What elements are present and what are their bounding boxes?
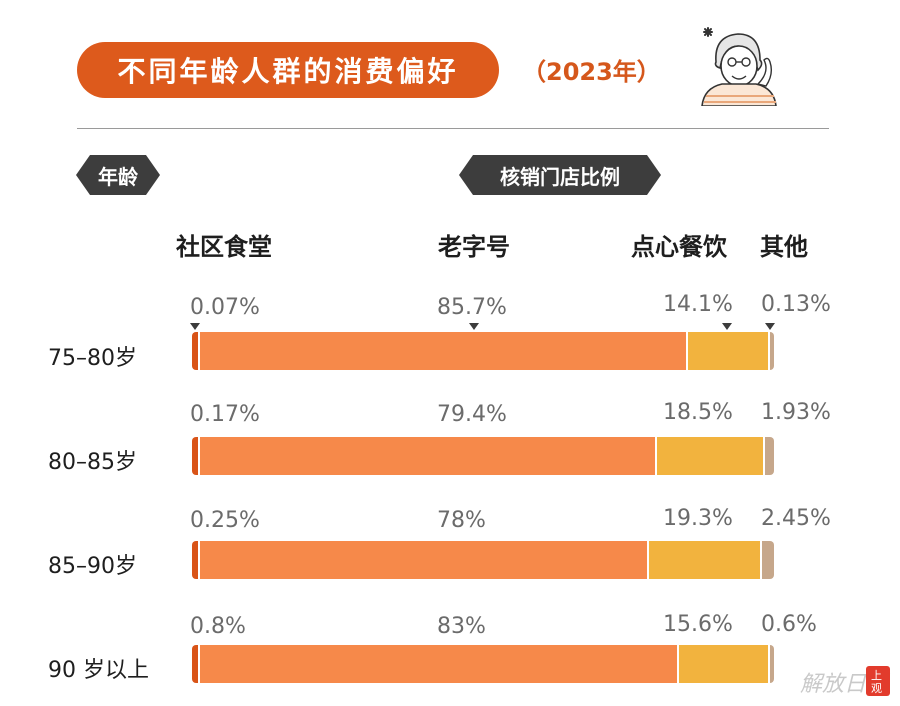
legend-old-brand: 老字号 bbox=[438, 233, 510, 261]
pct-label-dim-sum: 18.5% bbox=[663, 400, 733, 425]
segment-other bbox=[762, 437, 774, 475]
stacked-bar bbox=[192, 437, 774, 475]
segment-old-brand bbox=[198, 437, 656, 475]
pct-label-dim-sum: 19.3% bbox=[663, 506, 733, 531]
pct-label-other: 0.6% bbox=[761, 612, 817, 637]
svg-text:上: 上 bbox=[871, 669, 882, 682]
pct-label-old-brand: 85.7% bbox=[437, 295, 507, 320]
pct-label-other: 1.93% bbox=[761, 400, 831, 425]
svg-text:观: 观 bbox=[871, 682, 882, 695]
age-axis-label: 年龄 bbox=[76, 155, 160, 195]
segment-old-brand bbox=[198, 541, 648, 579]
surprise-sparkle-icon bbox=[703, 27, 713, 37]
pct-label-other: 2.45% bbox=[761, 506, 831, 531]
marker-other bbox=[765, 323, 775, 330]
segment-community-canteen bbox=[192, 645, 198, 683]
legend-community-canteen: 社区食堂 bbox=[176, 233, 272, 261]
pct-label-dim-sum: 15.6% bbox=[663, 612, 733, 637]
stacked-bar bbox=[192, 541, 774, 579]
pct-label-community: 0.07% bbox=[190, 295, 260, 320]
newspaper-logo-watermark: 解放日报 上 观 bbox=[800, 666, 891, 697]
age-label: 85–90岁 bbox=[48, 554, 137, 579]
segment-dim-sum bbox=[647, 541, 760, 579]
ratio-axis-label: 核销门店比例 bbox=[459, 155, 661, 195]
legend-dim-sum: 点心餐饮 bbox=[631, 233, 727, 261]
segment-other bbox=[767, 645, 774, 683]
pct-label-community: 0.8% bbox=[190, 614, 246, 639]
segment-community-canteen bbox=[192, 437, 198, 475]
age-label: 75–80岁 bbox=[48, 346, 137, 371]
stacked-bar bbox=[192, 332, 774, 370]
pct-label-dim-sum: 14.1% bbox=[663, 292, 733, 317]
segment-community-canteen bbox=[192, 332, 198, 370]
segment-dim-sum bbox=[685, 332, 768, 370]
pct-label-old-brand: 79.4% bbox=[437, 402, 507, 427]
pct-label-old-brand: 83% bbox=[437, 614, 486, 639]
header-divider bbox=[77, 128, 829, 129]
pct-label-community: 0.17% bbox=[190, 402, 260, 427]
chart-title: 不同年龄人群的消费偏好 bbox=[77, 42, 499, 98]
marker-old-brand bbox=[469, 323, 479, 330]
segment-dim-sum bbox=[677, 645, 768, 683]
pct-label-old-brand: 78% bbox=[437, 508, 486, 533]
age-label: 80–85岁 bbox=[48, 450, 137, 475]
segment-dim-sum bbox=[655, 437, 763, 475]
pct-label-other: 0.13% bbox=[761, 292, 831, 317]
segment-old-brand bbox=[198, 332, 686, 370]
segment-other bbox=[767, 332, 774, 370]
age-label: 90 岁以上 bbox=[48, 658, 149, 683]
segment-other bbox=[759, 541, 774, 579]
marker-dim-sum bbox=[722, 323, 732, 330]
marker-community bbox=[190, 323, 200, 330]
segment-community-canteen bbox=[192, 541, 198, 579]
pct-label-community: 0.25% bbox=[190, 508, 260, 533]
legend-other: 其他 bbox=[760, 233, 808, 261]
elderly-woman-illustration bbox=[701, 27, 777, 106]
chart-subtitle: （2023年） bbox=[522, 58, 661, 86]
segment-old-brand bbox=[198, 645, 678, 683]
stacked-bar bbox=[192, 645, 774, 683]
